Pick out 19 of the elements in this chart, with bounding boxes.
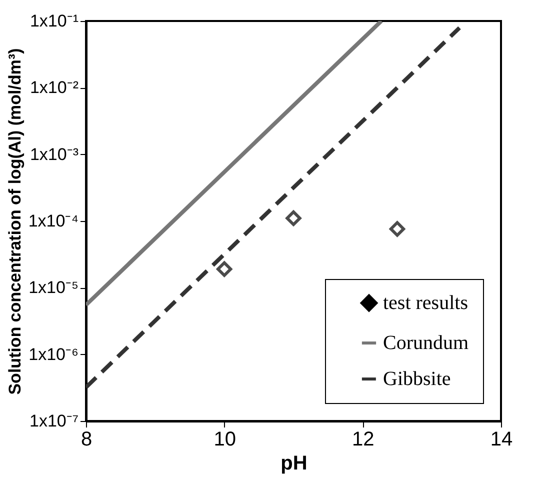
x-axis-title: pH	[280, 452, 308, 474]
y-tick-label: 1x10⁻³	[30, 144, 79, 164]
legend-label: Gibbsite	[383, 368, 451, 390]
legend-label: Corundum	[383, 332, 469, 354]
y-tick-label: 1x10⁻⁶	[28, 344, 78, 364]
x-tick-label: 8	[80, 428, 92, 450]
legend-label: test results	[383, 292, 468, 314]
point	[216, 261, 232, 277]
y-tick-label: 1x10⁻⁷	[29, 412, 78, 430]
point	[389, 221, 406, 237]
y-tick-label: 1x10⁻²	[30, 78, 79, 98]
x-tick-label: 10	[214, 428, 236, 450]
y-tick-label: 1x10⁻⁵	[28, 278, 78, 298]
point	[286, 210, 302, 226]
y-axis-title: Solution concentration of log(Al) (mol/dm³)	[5, 48, 24, 395]
x-tick-label: 12	[352, 428, 374, 450]
y-tick-label: 1x10⁻⁴	[28, 212, 78, 230]
y-tick-label: 1x10⁻¹	[30, 12, 79, 30]
x-tick-label: 14	[490, 428, 513, 450]
